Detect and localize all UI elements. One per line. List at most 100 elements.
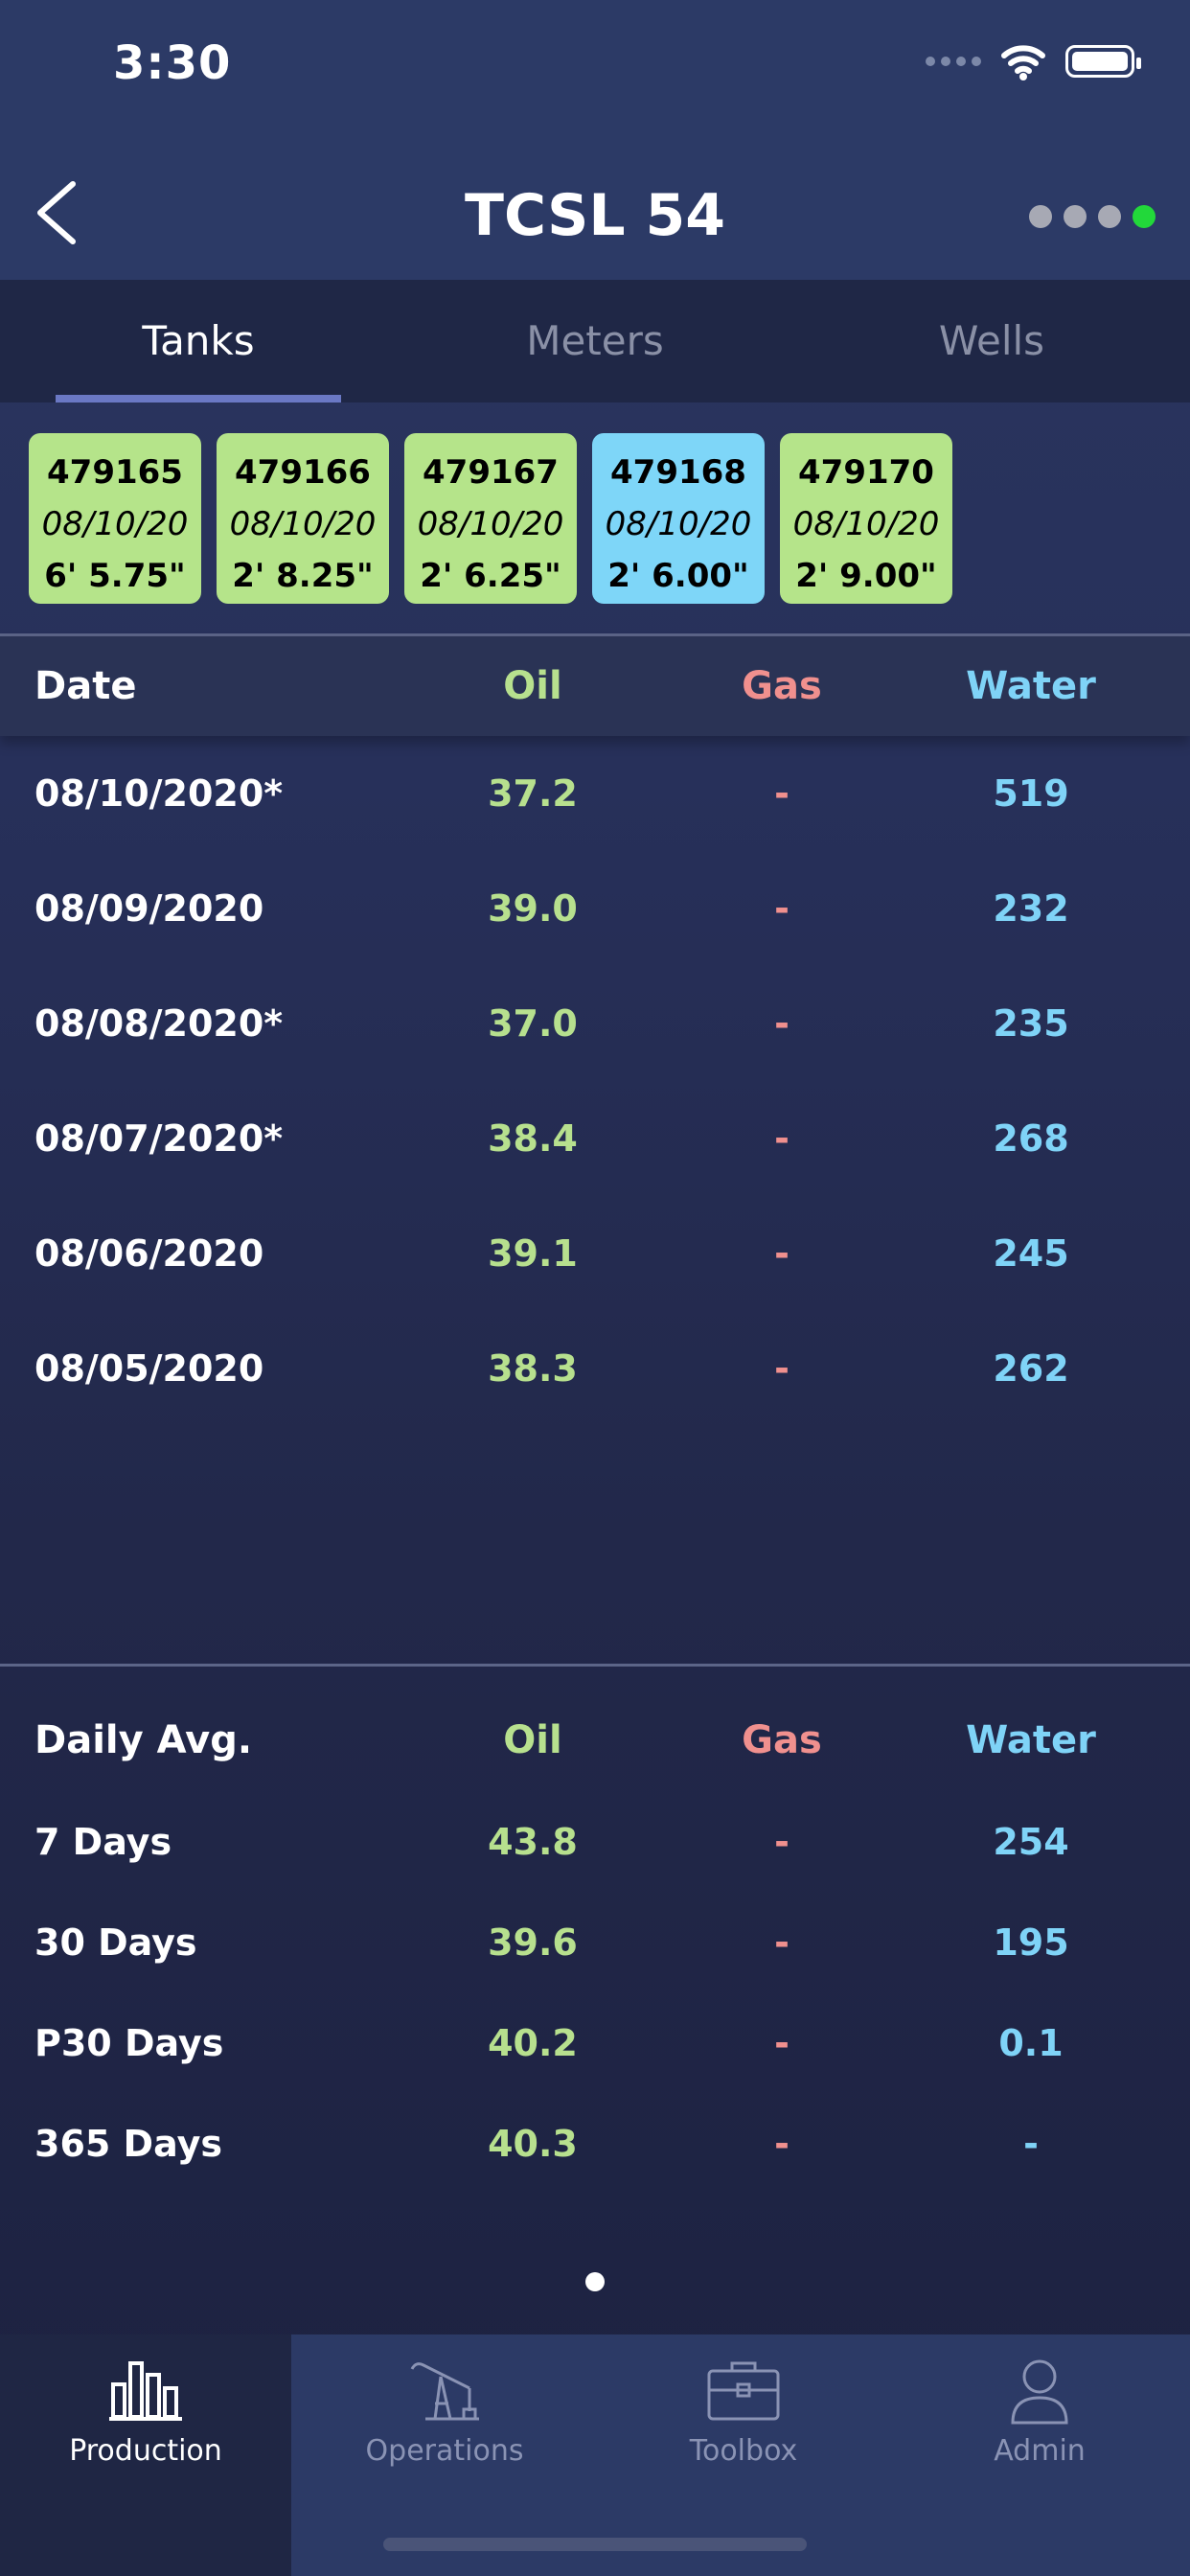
status-dot	[1064, 205, 1087, 228]
status-time: 3:30	[113, 36, 232, 90]
average-water: 195	[993, 1921, 1069, 1964]
segment-tabs: Tanks Meters Wells	[0, 280, 1190, 402]
status-dot	[1029, 205, 1052, 228]
status-dot	[1098, 205, 1121, 228]
average-water: -	[1023, 2123, 1039, 2165]
production-gas: -	[774, 1347, 790, 1390]
production-row[interactable]: 08/06/2020 39.1 - 245	[0, 1206, 1190, 1301]
tab-bar-toolbox[interactable]: Toolbox	[598, 2334, 889, 2576]
production-gas: -	[774, 1117, 790, 1160]
average-oil: 43.8	[488, 1821, 578, 1863]
tank-card-479167[interactable]: 479167 08/10/20 2' 6.25"	[404, 433, 577, 604]
average-gas: -	[774, 2123, 790, 2165]
production-date: 08/09/2020	[34, 887, 264, 930]
tank-date: 08/10/20	[605, 505, 752, 543]
tank-date: 08/10/20	[41, 505, 189, 543]
production-water: 268	[993, 1117, 1069, 1160]
bottom-tab-bar: Production Operations Toolbox Admin	[0, 2334, 1190, 2576]
page-indicator[interactable]	[585, 2272, 605, 2291]
tab-tanks[interactable]: Tanks	[0, 280, 397, 402]
average-row[interactable]: 365 Days 40.3 - -	[0, 2096, 1190, 2192]
header-avg-water: Water	[966, 1718, 1096, 1762]
average-row[interactable]: 30 Days 39.6 - 195	[0, 1895, 1190, 1990]
tank-card-479170[interactable]: 479170 08/10/20 2' 9.00"	[780, 433, 952, 604]
production-header: Date Oil Gas Water	[0, 636, 1190, 736]
average-gas: -	[774, 1821, 790, 1863]
average-row[interactable]: P30 Days 40.2 - 0.1	[0, 1995, 1190, 2091]
tank-number: 479170	[798, 453, 934, 492]
tab-label: Meters	[526, 317, 664, 364]
divider	[0, 1664, 1190, 1667]
status-dot	[1133, 205, 1156, 228]
header-gas: Gas	[742, 664, 822, 708]
divider	[0, 633, 1190, 636]
tab-meters[interactable]: Meters	[397, 280, 793, 402]
average-label: 7 Days	[34, 1821, 172, 1863]
tab-wells[interactable]: Wells	[793, 280, 1190, 402]
tank-number: 479166	[235, 453, 371, 492]
production-water: 245	[993, 1232, 1069, 1275]
navigation-bar: TCSL 54	[0, 134, 1190, 280]
production-date: 08/05/2020	[34, 1347, 264, 1390]
tank-card-479166[interactable]: 479166 08/10/20 2' 8.25"	[217, 433, 389, 604]
tab-bar-label: Admin	[994, 2434, 1086, 2468]
tab-label: Tanks	[142, 317, 255, 364]
status-dots[interactable]	[1029, 205, 1156, 228]
average-gas: -	[774, 1921, 790, 1964]
status-bar: 3:30	[0, 0, 1190, 134]
average-label: 30 Days	[34, 1921, 197, 1964]
wifi-icon	[1001, 45, 1045, 80]
tab-bar-admin[interactable]: Admin	[889, 2334, 1190, 2576]
production-oil: 37.0	[488, 1002, 578, 1045]
tab-bar-production[interactable]: Production	[0, 2334, 291, 2576]
average-water: 254	[993, 1821, 1069, 1863]
production-row[interactable]: 08/09/2020 39.0 - 232	[0, 861, 1190, 956]
production-gas: -	[774, 887, 790, 930]
tab-bar-operations[interactable]: Operations	[291, 2334, 598, 2576]
average-row[interactable]: 7 Days 43.8 - 254	[0, 1794, 1190, 1890]
cellular-signal-icon	[926, 57, 981, 66]
tank-card-479165[interactable]: 479165 08/10/20 6' 5.75"	[29, 433, 201, 604]
production-water: 262	[993, 1347, 1069, 1390]
tab-bar-label: Operations	[365, 2434, 524, 2468]
home-indicator	[383, 2538, 807, 2551]
production-date: 08/08/2020*	[34, 1002, 284, 1045]
tank-level: 2' 6.25"	[420, 557, 561, 595]
tank-date: 08/10/20	[792, 505, 940, 543]
tab-label: Wells	[938, 317, 1045, 364]
production-gas: -	[774, 1002, 790, 1045]
average-oil: 40.2	[488, 2022, 578, 2064]
average-label: P30 Days	[34, 2022, 224, 2064]
tank-number: 479165	[47, 453, 183, 492]
tank-level: 6' 5.75"	[44, 557, 186, 595]
tank-level: 2' 8.25"	[232, 557, 374, 595]
production-date: 08/06/2020	[34, 1232, 264, 1275]
production-date: 08/10/2020*	[34, 772, 284, 815]
header-avg-gas: Gas	[742, 1718, 822, 1762]
production-row[interactable]: 08/07/2020* 38.4 - 268	[0, 1091, 1190, 1186]
tank-card-479168[interactable]: 479168 08/10/20 2' 6.00"	[592, 433, 765, 604]
production-row[interactable]: 08/05/2020 38.3 - 262	[0, 1321, 1190, 1416]
average-oil: 40.3	[488, 2123, 578, 2165]
average-oil: 39.6	[488, 1921, 578, 1964]
page-title: TCSL 54	[465, 182, 725, 249]
production-row[interactable]: 08/10/2020* 37.2 - 519	[0, 746, 1190, 841]
tank-level: 2' 6.00"	[607, 557, 749, 595]
tank-cards: 479165 08/10/20 6' 5.75" 479166 08/10/20 2' 8…	[29, 433, 952, 604]
average-label: 365 Days	[34, 2123, 222, 2165]
production-row[interactable]: 08/08/2020* 37.0 - 235	[0, 976, 1190, 1071]
production-date: 08/07/2020*	[34, 1117, 284, 1160]
header-avg-oil: Oil	[503, 1718, 562, 1762]
production-water: 232	[993, 887, 1069, 930]
production-oil: 37.2	[488, 772, 578, 815]
tab-bar-label: Toolbox	[689, 2434, 798, 2468]
tank-date: 08/10/20	[229, 505, 377, 543]
averages-header: Daily Avg. Oil Gas Water	[0, 1692, 1190, 1788]
average-water: 0.1	[998, 2022, 1064, 2064]
tank-date: 08/10/20	[417, 505, 564, 543]
average-gas: -	[774, 2022, 790, 2064]
production-gas: -	[774, 772, 790, 815]
back-chevron-icon[interactable]	[27, 176, 84, 249]
tab-bar-label: Production	[69, 2434, 222, 2468]
status-indicators	[926, 42, 1141, 80]
